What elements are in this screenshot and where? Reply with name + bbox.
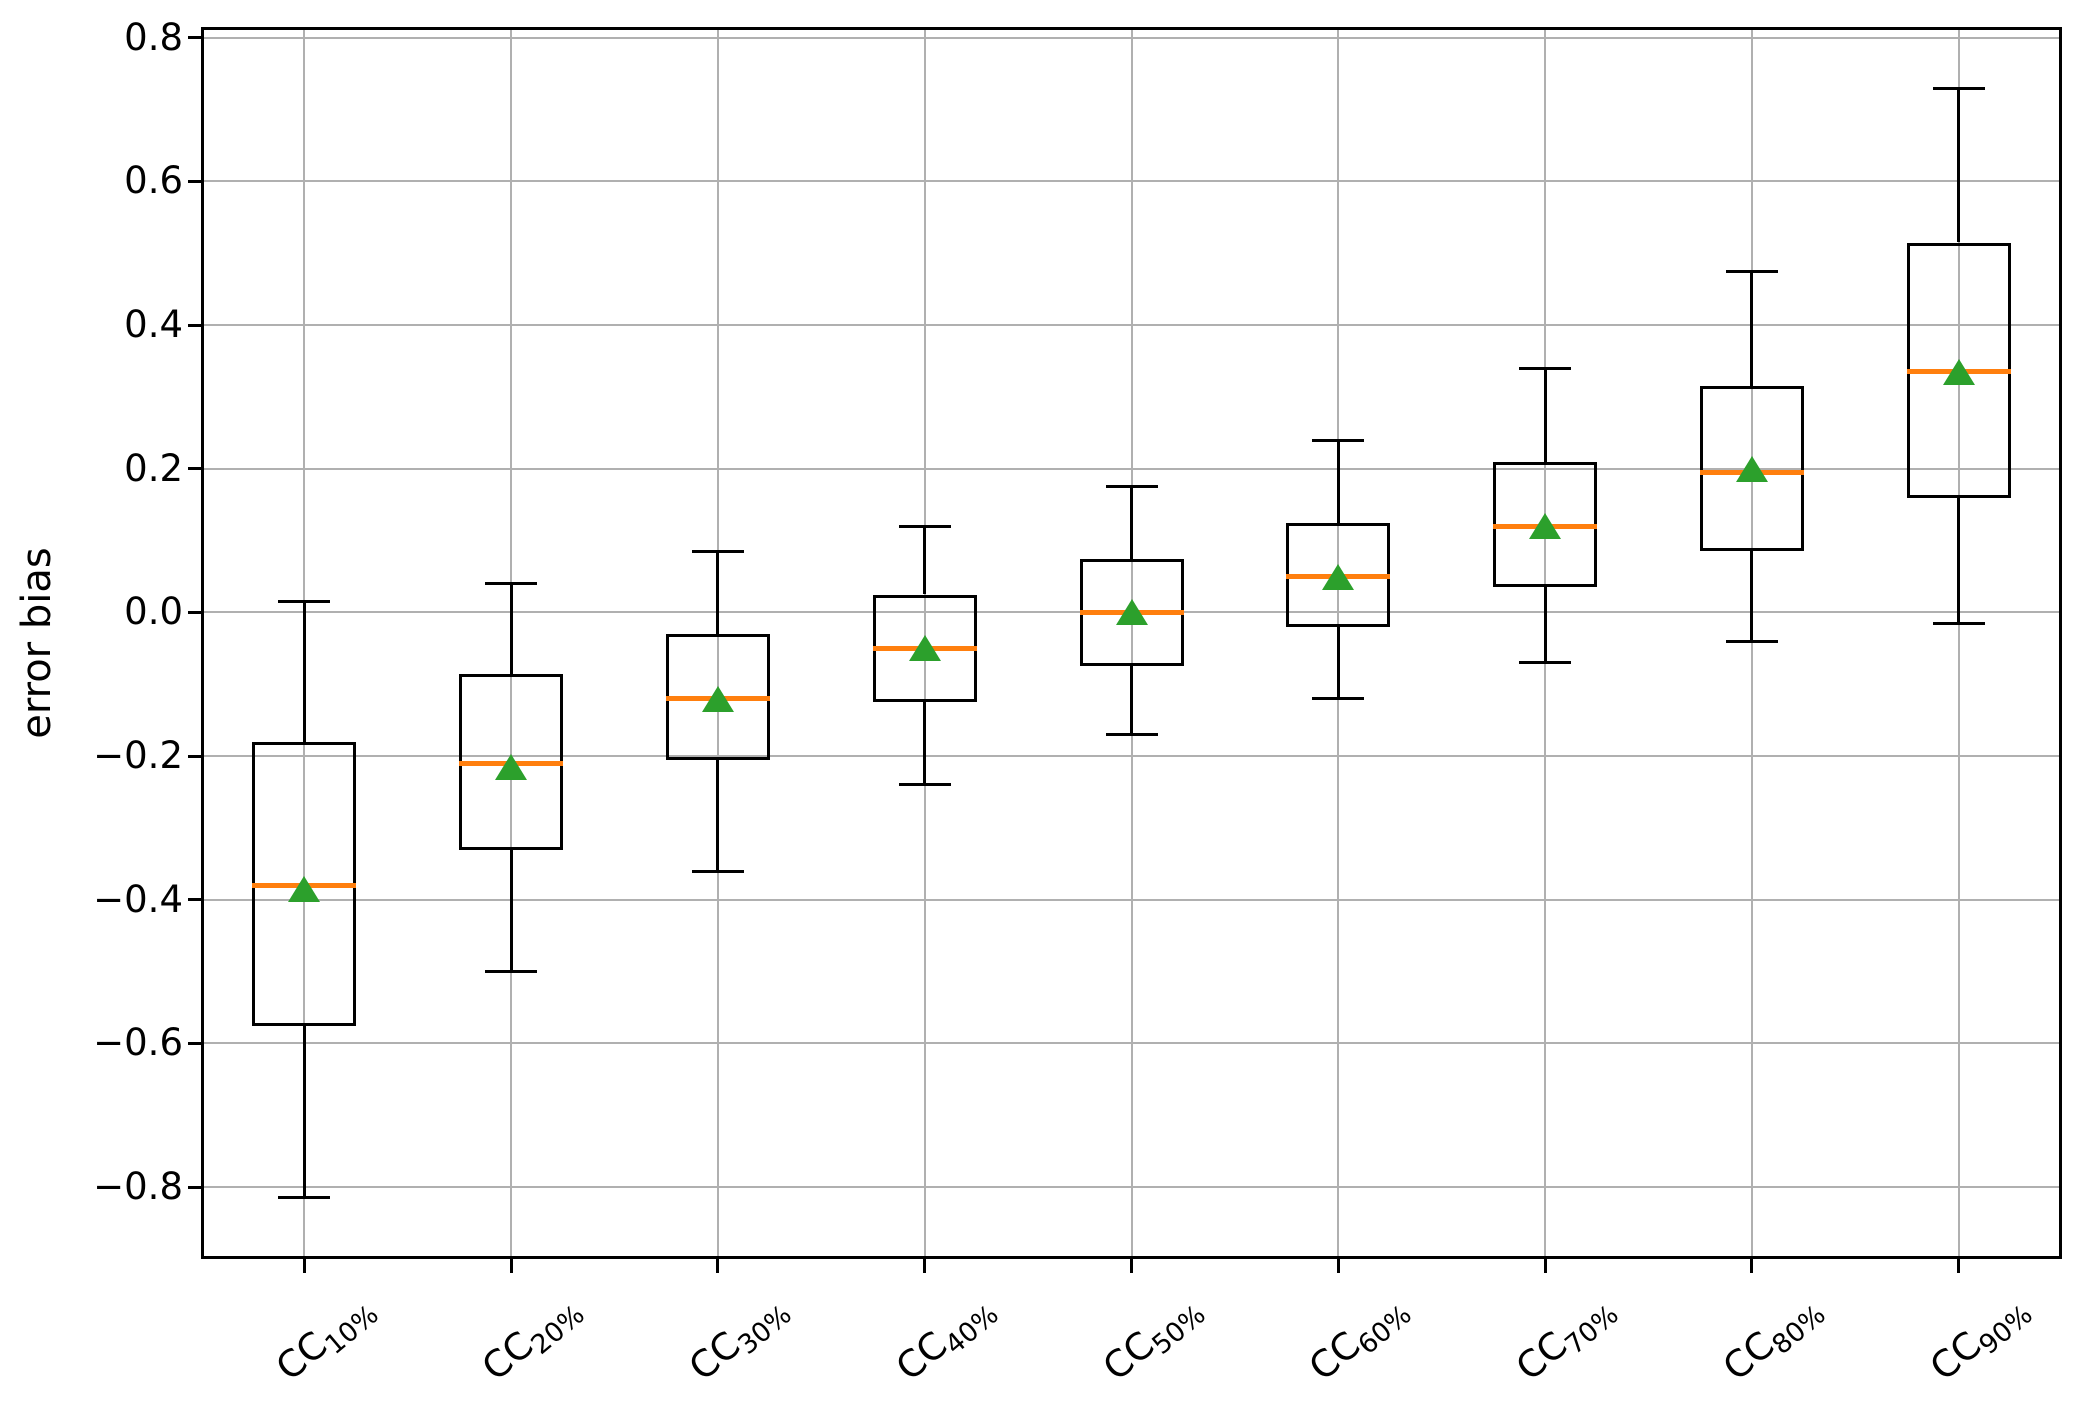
whisker-cap-upper bbox=[485, 582, 538, 586]
x-tick bbox=[509, 1259, 513, 1273]
y-tick-label: −0.2 bbox=[93, 734, 183, 778]
x-tick bbox=[716, 1259, 720, 1273]
mean-marker bbox=[908, 635, 941, 662]
y-tick bbox=[188, 36, 201, 40]
y-axis-label: error bias bbox=[14, 547, 60, 739]
y-tick-label: 0.2 bbox=[124, 446, 183, 490]
y-tick bbox=[188, 467, 201, 471]
whisker-cap-upper bbox=[1105, 485, 1158, 489]
whisker-lower bbox=[1336, 626, 1340, 699]
y-tick-label: −0.4 bbox=[93, 877, 183, 921]
mean-marker bbox=[1529, 513, 1562, 540]
x-tick-label: CC30% bbox=[681, 1299, 798, 1390]
whisker-cap-lower bbox=[1105, 733, 1158, 737]
whisker-upper bbox=[716, 551, 720, 635]
whisker-lower bbox=[1543, 587, 1547, 663]
x-tick bbox=[1957, 1259, 1961, 1273]
x-tick-label: CC50% bbox=[1094, 1299, 1212, 1390]
whisker-lower bbox=[1750, 551, 1754, 642]
y-tick-label: 0.8 bbox=[124, 15, 183, 59]
x-tick-label-subscript: 40% bbox=[939, 1299, 1005, 1361]
mean-marker bbox=[701, 685, 734, 712]
y-tick-label: −0.6 bbox=[93, 1021, 183, 1065]
x-gridline bbox=[716, 27, 719, 1259]
x-tick-label-subscript: 30% bbox=[732, 1299, 798, 1361]
whisker-cap-upper bbox=[1312, 438, 1365, 442]
x-tick bbox=[1336, 1259, 1340, 1273]
mean-marker bbox=[495, 753, 528, 780]
whisker-lower bbox=[509, 849, 513, 972]
mean-marker bbox=[288, 876, 321, 903]
mean-marker bbox=[1322, 563, 1355, 590]
whisker-lower bbox=[1957, 497, 1961, 624]
mean-marker bbox=[1115, 599, 1148, 626]
x-tick-label: CC70% bbox=[1508, 1299, 1625, 1390]
whisker-cap-lower bbox=[691, 869, 744, 873]
whisker-lower bbox=[1130, 666, 1133, 735]
whisker-upper bbox=[1130, 486, 1133, 559]
whisker-cap-upper bbox=[1725, 269, 1778, 273]
whisker-upper bbox=[302, 601, 306, 742]
whisker-cap-lower bbox=[1932, 621, 1985, 625]
whisker-lower bbox=[716, 759, 720, 872]
whisker-cap-upper bbox=[1932, 86, 1985, 90]
y-tick-label: 0.6 bbox=[124, 159, 183, 203]
whisker-upper bbox=[1543, 368, 1547, 462]
x-tick-label: CC20% bbox=[474, 1299, 591, 1390]
whisker-upper bbox=[509, 583, 513, 674]
x-tick-label-subscript: 90% bbox=[1973, 1299, 2039, 1361]
x-gridline bbox=[1750, 27, 1753, 1259]
y-tick bbox=[188, 179, 201, 183]
x-tick-label: CC60% bbox=[1301, 1299, 1419, 1390]
whisker-cap-lower bbox=[1312, 697, 1365, 701]
whisker-cap-upper bbox=[898, 524, 951, 528]
x-tick-label: CC80% bbox=[1714, 1299, 1832, 1390]
whisker-cap-lower bbox=[898, 783, 951, 787]
x-tick-label-subscript: 80% bbox=[1766, 1299, 1832, 1361]
y-tick bbox=[188, 898, 201, 902]
y-tick bbox=[188, 754, 201, 758]
mean-marker bbox=[1735, 455, 1768, 482]
y-tick-label: −0.8 bbox=[93, 1165, 183, 1209]
x-tick-label: CC10% bbox=[267, 1299, 385, 1390]
y-tick bbox=[188, 1041, 201, 1045]
x-tick bbox=[1130, 1259, 1133, 1273]
box-CC80% bbox=[1699, 386, 1804, 552]
x-tick-label-subscript: 10% bbox=[318, 1299, 385, 1361]
whisker-lower bbox=[923, 702, 927, 785]
whisker-cap-lower bbox=[278, 1196, 331, 1200]
whisker-cap-upper bbox=[1519, 366, 1572, 370]
x-tick-label: CC90% bbox=[1921, 1299, 2039, 1390]
whisker-lower bbox=[302, 1025, 306, 1198]
y-tick bbox=[188, 1185, 201, 1189]
whisker-cap-lower bbox=[1519, 661, 1572, 665]
x-tick-label-subscript: 20% bbox=[525, 1299, 591, 1361]
y-tick bbox=[188, 323, 201, 327]
x-tick bbox=[923, 1259, 927, 1273]
mean-marker bbox=[1942, 358, 1975, 385]
whisker-upper bbox=[1336, 440, 1340, 523]
x-tick bbox=[1750, 1259, 1754, 1273]
x-tick bbox=[302, 1259, 306, 1273]
y-tick-label: 0.0 bbox=[124, 590, 183, 634]
x-tick-label-subscript: 60% bbox=[1352, 1299, 1419, 1361]
whisker-cap-lower bbox=[485, 970, 538, 974]
x-tick-label: CC40% bbox=[887, 1299, 1005, 1390]
x-tick bbox=[1543, 1259, 1547, 1273]
whisker-upper bbox=[923, 526, 927, 595]
x-gridline bbox=[1130, 27, 1133, 1259]
y-tick-label: 0.4 bbox=[124, 303, 183, 347]
x-tick-label-subscript: 70% bbox=[1559, 1299, 1625, 1361]
whisker-upper bbox=[1957, 88, 1961, 243]
whisker-cap-lower bbox=[1725, 639, 1778, 643]
x-gridline bbox=[1957, 27, 1960, 1259]
whisker-upper bbox=[1750, 271, 1754, 387]
x-tick-label-subscript: 50% bbox=[1145, 1299, 1212, 1361]
whisker-cap-upper bbox=[278, 600, 331, 604]
y-tick bbox=[188, 610, 201, 614]
whisker-cap-upper bbox=[691, 549, 744, 553]
